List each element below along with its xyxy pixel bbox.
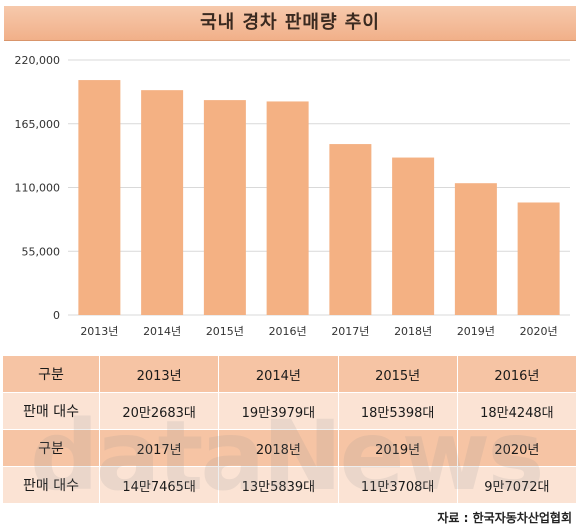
year-cell: 2013년 xyxy=(98,355,220,393)
year-cell: 2017년 xyxy=(98,429,220,467)
bar xyxy=(454,183,497,315)
year-cell: 2014년 xyxy=(218,355,339,393)
y-tick-label: 165,000 xyxy=(15,118,61,131)
table-header-row: 구분 2013년 2014년 2015년 2016년 xyxy=(2,355,578,393)
sales-cell: 18만5398대 xyxy=(337,392,458,430)
bar xyxy=(329,144,372,315)
y-tick-label: 55,000 xyxy=(22,245,61,258)
x-tick-label: 2018년 xyxy=(394,325,432,338)
y-tick-label: 0 xyxy=(53,309,60,322)
bar xyxy=(392,157,435,315)
bar-chart: 0 55,000 110,000 165,000 220,000 2013년 2014년 20… xyxy=(15,54,570,338)
x-tick-label: 2013년 xyxy=(80,325,118,338)
year-cell: 2018년 xyxy=(218,429,339,467)
row-label: 판매 대수 xyxy=(2,392,100,430)
sales-cell: 9만7072대 xyxy=(456,466,578,504)
year-cell: 2016년 xyxy=(456,355,578,393)
y-tick-label: 220,000 xyxy=(15,54,61,67)
x-tick-label: 2019년 xyxy=(457,325,495,338)
x-tick-label: 2020년 xyxy=(520,325,558,338)
title-bar: 국내 경차 판매량 추이 xyxy=(4,6,576,41)
x-tick-label: 2017년 xyxy=(331,325,369,338)
bar xyxy=(78,80,121,315)
sales-cell: 18만4248대 xyxy=(456,392,578,430)
sales-cell: 20만2683대 xyxy=(98,392,220,430)
x-tick-label: 2015년 xyxy=(206,325,244,338)
bar xyxy=(517,202,560,315)
sales-cell: 14만7465대 xyxy=(98,466,220,504)
header-label: 구분 xyxy=(2,355,100,393)
header-label: 구분 xyxy=(2,429,100,467)
source-note: 자료 : 한국자동차산업협회 xyxy=(437,511,572,525)
sales-cell: 19만3979대 xyxy=(218,392,339,430)
sales-cell: 11만3708대 xyxy=(337,466,458,504)
table-value-row: 판매 대수 14만7465대 13만5839대 11만3708대 9만7072대 xyxy=(2,466,578,504)
table-header-row: 구분 2017년 2018년 2019년 2020년 xyxy=(2,429,578,467)
row-label: 판매 대수 xyxy=(2,466,100,504)
year-cell: 2015년 xyxy=(337,355,458,393)
chart-title: 국내 경차 판매량 추이 xyxy=(200,12,380,33)
year-cell: 2019년 xyxy=(337,429,458,467)
x-tick-label: 2014년 xyxy=(143,325,181,338)
bar xyxy=(203,100,246,315)
y-tick-label: 110,000 xyxy=(15,182,61,195)
bar xyxy=(141,90,184,315)
table-value-row: 판매 대수 20만2683대 19만3979대 18만5398대 18만4248… xyxy=(2,392,578,430)
x-tick-label: 2016년 xyxy=(269,325,307,338)
bar xyxy=(266,101,309,315)
year-cell: 2020년 xyxy=(456,429,578,467)
sales-table: 구분 2013년 2014년 2015년 2016년 판매 대수 20만2683… xyxy=(2,355,578,504)
sales-cell: 13만5839대 xyxy=(218,466,339,504)
